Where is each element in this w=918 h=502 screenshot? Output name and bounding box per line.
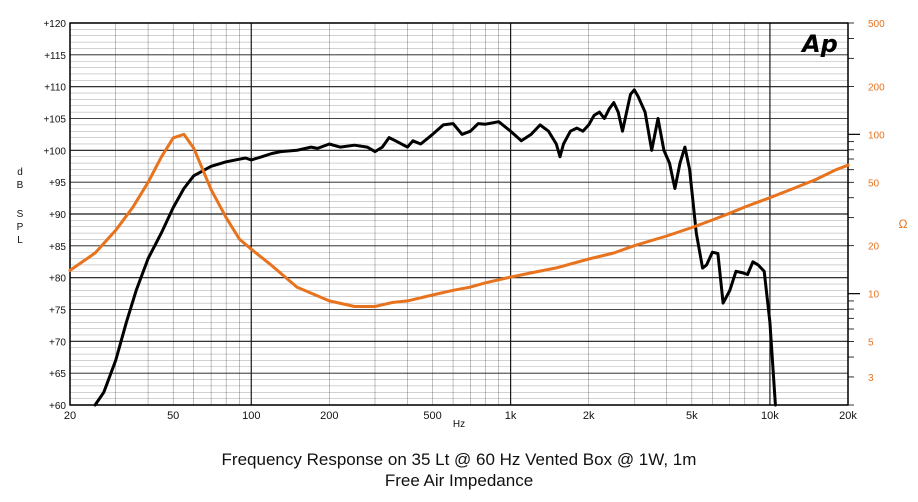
x-tick-label: 2k [583, 410, 595, 422]
y2-tick-label: 20 [868, 242, 880, 253]
tick-labels: 20 50 100 200 500 1k 2k 5k 10k 20k +60 +65 +70 +75 +80… [43, 19, 885, 422]
y2-tick-label: 10 [868, 290, 880, 301]
y-tick-label: +120 [43, 19, 66, 30]
plot-border [69, 22, 849, 406]
impedance-curve [68, 132, 850, 308]
grid-major [69, 22, 860, 406]
ap-logo: Ap [800, 30, 838, 58]
ap-logo-text: Ap [800, 30, 838, 58]
y-axis-label-char: L [17, 235, 23, 246]
y-tick-label: +65 [49, 369, 66, 380]
x-tick-label: 200 [320, 410, 338, 422]
x-axis-label: Hz [453, 419, 465, 430]
y-axis-label-char: B [17, 180, 24, 191]
chart-title: Frequency Response on 35 Lt @ 60 Hz Vent… [221, 450, 697, 469]
y2-tick-label: 3 [868, 373, 874, 384]
y2-tick-label: 50 [868, 178, 880, 189]
y2-tick-label: 200 [868, 82, 885, 93]
x-tick-label: 500 [423, 410, 441, 422]
x-tick-label: 1k [505, 410, 517, 422]
right-axis-label: Ω [899, 217, 908, 231]
y-tick-label: +80 [49, 274, 66, 285]
y2-tick-label: 5 [868, 338, 874, 349]
y-tick-label: +100 [43, 146, 66, 157]
y-tick-label: +85 [49, 242, 66, 253]
y-tick-label: +110 [44, 83, 66, 94]
y-axis-label-char: S [17, 209, 24, 220]
y-tick-label: +90 [49, 210, 66, 221]
y-tick-label: +60 [49, 401, 66, 412]
frequency-response-chart: 20 50 100 200 500 1k 2k 5k 10k 20k +60 +65 +70 +75 +80… [17, 19, 908, 430]
x-tick-label: 20 [64, 410, 76, 422]
y-tick-label: +95 [49, 178, 66, 189]
chart-subtitle: Free Air Impedance [384, 471, 534, 490]
y2-tick-label: 100 [868, 130, 885, 141]
x-tick-label: 50 [167, 410, 179, 422]
y2-tick-label: 500 [868, 19, 885, 30]
x-tick-label: 10k [761, 410, 779, 422]
spl-curve [93, 88, 777, 407]
y-axis-label: dB SPL [17, 167, 24, 246]
y-axis-label-char: d [17, 167, 23, 178]
series-layer [68, 88, 850, 407]
x-tick-label: 5k [686, 410, 698, 422]
x-tick-label: 100 [242, 410, 260, 422]
y-tick-label: +105 [43, 115, 66, 126]
y-tick-label: +115 [44, 51, 66, 62]
x-tick-label: 20k [839, 410, 857, 422]
y-tick-label: +75 [49, 306, 66, 317]
y-axis-label-char: P [17, 222, 24, 233]
y-tick-label: +70 [49, 337, 66, 348]
